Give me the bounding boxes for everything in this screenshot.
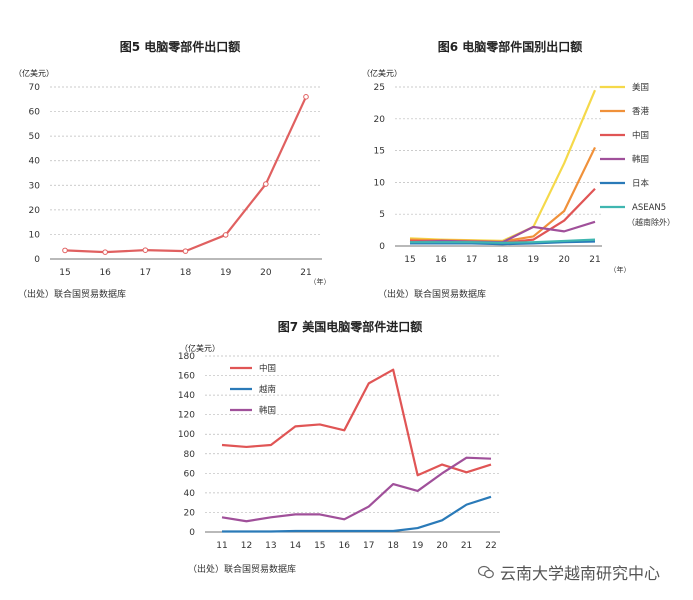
y-tick-label: 60 (184, 469, 196, 479)
y-tick-label: 50 (29, 132, 41, 142)
wechat-icon (478, 565, 494, 579)
legend-label: 韩国 (632, 154, 649, 165)
source-note: （出处）联合国贸易数据库 (18, 290, 127, 300)
series-line (64, 96, 307, 254)
data-point (263, 181, 269, 187)
y-tick-label: 100 (178, 430, 195, 440)
x-tick-label: 21 (461, 541, 472, 551)
x-tick-label: 16 (339, 541, 351, 551)
y-tick-label: 120 (178, 411, 195, 421)
y-tick-label: 20 (29, 206, 41, 216)
x-tick-label: 15 (314, 541, 325, 551)
series-line (222, 495, 492, 533)
x-tick-label: 21 (589, 255, 600, 265)
x-tick-label: 15 (404, 255, 415, 265)
series-line (409, 89, 597, 243)
series-line (410, 238, 596, 244)
y-tick-label: 60 (29, 108, 41, 118)
x-unit-label: （年） (310, 277, 331, 286)
x-tick-label: 21 (300, 268, 311, 278)
y-tick-label: 10 (29, 230, 41, 240)
y-unit-label: （亿美元） (362, 69, 402, 78)
source-note: （出处）联合国贸易数据库 (378, 290, 487, 300)
y-tick-label: 40 (29, 157, 41, 167)
x-tick-label: 17 (363, 541, 374, 551)
x-tick-label: 16 (99, 268, 111, 278)
x-tick-label: 17 (140, 268, 151, 278)
y-tick-label: 15 (374, 147, 385, 157)
y-unit-label: （亿美元） (14, 69, 54, 78)
legend-label: 中国 (259, 363, 276, 374)
x-tick-label: 19 (528, 255, 540, 265)
x-tick-label: 19 (220, 268, 232, 278)
x-tick-label: 11 (216, 541, 227, 551)
x-tick-label: 18 (180, 268, 192, 278)
legend-label: 越南 (259, 384, 276, 395)
x-tick-label: 13 (265, 541, 276, 551)
x-tick-label: 20 (558, 255, 570, 265)
y-tick-label: 0 (34, 255, 40, 265)
y-tick-label: 10 (374, 178, 386, 188)
x-tick-label: 20 (260, 268, 272, 278)
series-line (221, 368, 492, 477)
legend-label: 日本 (632, 178, 650, 189)
series-line (409, 220, 596, 244)
x-unit-label: （年） (610, 265, 631, 274)
y-tick-label: 40 (184, 489, 196, 499)
y-tick-label: 30 (29, 181, 41, 191)
series-line (221, 456, 492, 523)
chart-title: 图5 电脑零部件出口额 (119, 40, 241, 54)
legend-label: 中国 (632, 130, 649, 141)
x-tick-label: 14 (290, 541, 302, 551)
x-tick-label: 22 (485, 541, 496, 551)
y-tick-label: 0 (189, 528, 195, 538)
legend-label: 美国 (632, 82, 649, 93)
chart-title: 图7 美国电脑零部件进口额 (277, 320, 423, 334)
x-tick-label: 19 (412, 541, 424, 551)
chart-title: 图6 电脑零部件国别出口额 (437, 40, 583, 54)
data-point (182, 248, 189, 254)
legend-note: （越南除外） (627, 217, 675, 227)
x-tick-label: 17 (466, 255, 477, 265)
data-point (142, 247, 149, 253)
source-note: （出处）联合国贸易数据库 (188, 565, 297, 575)
watermark-text: 云南大学越南研究中心 (500, 564, 661, 583)
series-line (409, 146, 596, 243)
y-tick-label: 5 (379, 210, 385, 220)
x-tick-label: 16 (435, 255, 447, 265)
legend-label: ASEAN5 (632, 203, 666, 213)
data-point (102, 249, 108, 255)
x-tick-label: 18 (497, 255, 509, 265)
y-tick-label: 20 (374, 115, 386, 125)
y-tick-label: 25 (374, 83, 385, 93)
y-tick-label: 140 (178, 391, 195, 401)
legend-label: 香港 (632, 106, 650, 117)
y-tick-label: 160 (178, 372, 195, 382)
series-line (409, 187, 596, 244)
y-tick-label: 0 (379, 242, 385, 252)
x-tick-label: 15 (59, 268, 70, 278)
x-tick-label: 18 (387, 541, 399, 551)
y-tick-label: 20 (184, 508, 196, 518)
x-tick-label: 12 (241, 541, 252, 551)
x-tick-label: 20 (436, 541, 448, 551)
y-tick-label: 80 (184, 450, 196, 460)
y-unit-label: （亿美元） (180, 344, 220, 353)
series-line (410, 240, 596, 246)
data-point (62, 247, 68, 254)
data-point (303, 94, 309, 100)
y-tick-label: 70 (29, 83, 41, 93)
watermark: 云南大学越南研究中心 (478, 560, 660, 584)
data-point (222, 232, 229, 238)
legend-label: 韩国 (259, 405, 276, 416)
